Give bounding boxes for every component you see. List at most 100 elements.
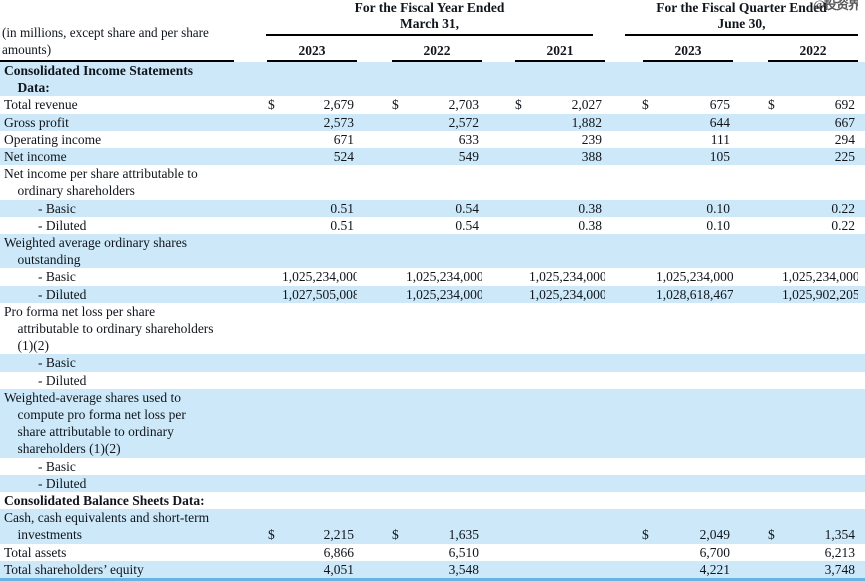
spacer — [858, 217, 865, 234]
currency-symbol — [515, 286, 529, 303]
currency-symbol: $ — [515, 97, 522, 113]
table-row: - Diluted — [0, 474, 865, 493]
currency-symbol — [768, 114, 782, 131]
spacer — [858, 131, 865, 148]
currency-symbol — [768, 458, 782, 475]
cell-value — [406, 303, 482, 355]
spacer — [357, 475, 392, 492]
currency-symbol: $ — [642, 97, 649, 113]
currency-symbol — [392, 114, 406, 131]
currency-symbol — [768, 560, 783, 581]
cell-value — [782, 165, 858, 199]
fiscal-year-header-line2: March 31, — [400, 16, 460, 32]
cell-value: 633 — [458, 131, 479, 147]
spacer — [482, 492, 515, 509]
spacer — [482, 389, 515, 458]
cell-value: 0.22 — [831, 200, 856, 216]
cell-value: 1,025,234,000 — [529, 286, 606, 302]
spacer — [357, 560, 392, 581]
spacer — [256, 217, 268, 234]
cell-value — [656, 389, 733, 458]
spacer — [733, 217, 768, 234]
currency-symbol — [392, 200, 406, 217]
spacer — [357, 303, 392, 355]
cell-value — [656, 475, 733, 492]
currency-symbol — [268, 354, 282, 371]
currency-symbol — [392, 217, 406, 234]
cell-value: 4,051 — [282, 560, 357, 581]
cell-value — [406, 389, 482, 458]
currency-symbol — [515, 389, 529, 458]
spacer — [605, 544, 642, 561]
spacer — [858, 389, 865, 458]
currency-symbol — [768, 165, 782, 199]
currency-symbol — [515, 509, 529, 543]
cell-value: 0.10 — [706, 217, 731, 233]
spacer — [482, 303, 515, 355]
cell-value — [529, 458, 605, 475]
col-header-fy-2021: 2021 — [482, 36, 606, 62]
row-label: Total assets — [4, 544, 67, 560]
spacer — [256, 286, 268, 303]
currency-symbol — [515, 131, 529, 148]
spacer — [733, 560, 769, 581]
row-label: Weighted average ordinary shares outstan… — [4, 235, 187, 268]
currency-symbol — [642, 165, 656, 199]
currency-symbol — [642, 131, 656, 148]
spacer — [605, 96, 642, 113]
spacer — [858, 148, 865, 165]
cell-value: 0.22 — [831, 217, 856, 233]
spacer — [605, 131, 642, 148]
spacer — [256, 372, 268, 389]
row-label: Cash, cash equivalents and short-term in… — [4, 510, 210, 543]
currency-symbol — [515, 544, 529, 561]
currency-symbol — [392, 544, 406, 561]
cell-value: 294 — [834, 131, 856, 147]
currency-symbol — [642, 372, 656, 389]
spacer — [858, 509, 865, 543]
spacer — [482, 544, 515, 561]
group-header-row: (in millions, except share and per share… — [0, 0, 865, 62]
cell-value: 1,025,902,205 — [782, 286, 859, 302]
cell-value — [406, 458, 482, 475]
spacer — [357, 217, 392, 234]
cell-value: 2,572 — [448, 114, 479, 130]
currency-symbol — [768, 389, 782, 458]
spacer — [357, 286, 392, 303]
row-label: Gross profit — [4, 114, 69, 130]
table-row: Operating income 671 633 239 111 294 — [0, 131, 865, 148]
fiscal-quarter-header-line1: For the Fiscal Quarter Ended — [656, 0, 827, 16]
spacer — [357, 354, 392, 371]
currency-symbol — [768, 286, 782, 303]
spacer — [605, 303, 642, 355]
cell-value — [656, 165, 733, 199]
cell-value: 3,548 — [406, 560, 482, 581]
currency-symbol — [642, 458, 656, 475]
row-label: - Diluted — [38, 286, 87, 302]
spacer — [858, 560, 865, 581]
spacer — [256, 492, 268, 509]
cell-value — [782, 62, 858, 96]
spacer — [733, 303, 768, 355]
spacer — [357, 200, 392, 217]
spacer — [482, 560, 515, 581]
cell-value — [529, 560, 606, 581]
spacer — [482, 131, 515, 148]
cell-value — [529, 372, 605, 389]
table-row: - Basic 1,025,234,000 1,025,234,000 1,025,2… — [0, 268, 865, 285]
cell-value — [782, 372, 858, 389]
spacer — [733, 458, 768, 475]
spacer — [605, 200, 642, 217]
spacer — [733, 372, 768, 389]
row-label: Pro forma net loss per share attributabl… — [4, 303, 214, 354]
cell-value — [282, 234, 357, 268]
cell-value: 0.51 — [330, 200, 354, 216]
spacer — [858, 268, 865, 285]
cell-value: 1,882 — [571, 114, 603, 130]
col-header-q-2023: 2023 — [605, 36, 734, 62]
spacer — [482, 475, 515, 492]
currency-symbol — [268, 475, 282, 492]
cell-value: 549 — [458, 149, 479, 165]
spacer — [256, 62, 268, 96]
cell-value: 3,748 — [782, 560, 859, 581]
